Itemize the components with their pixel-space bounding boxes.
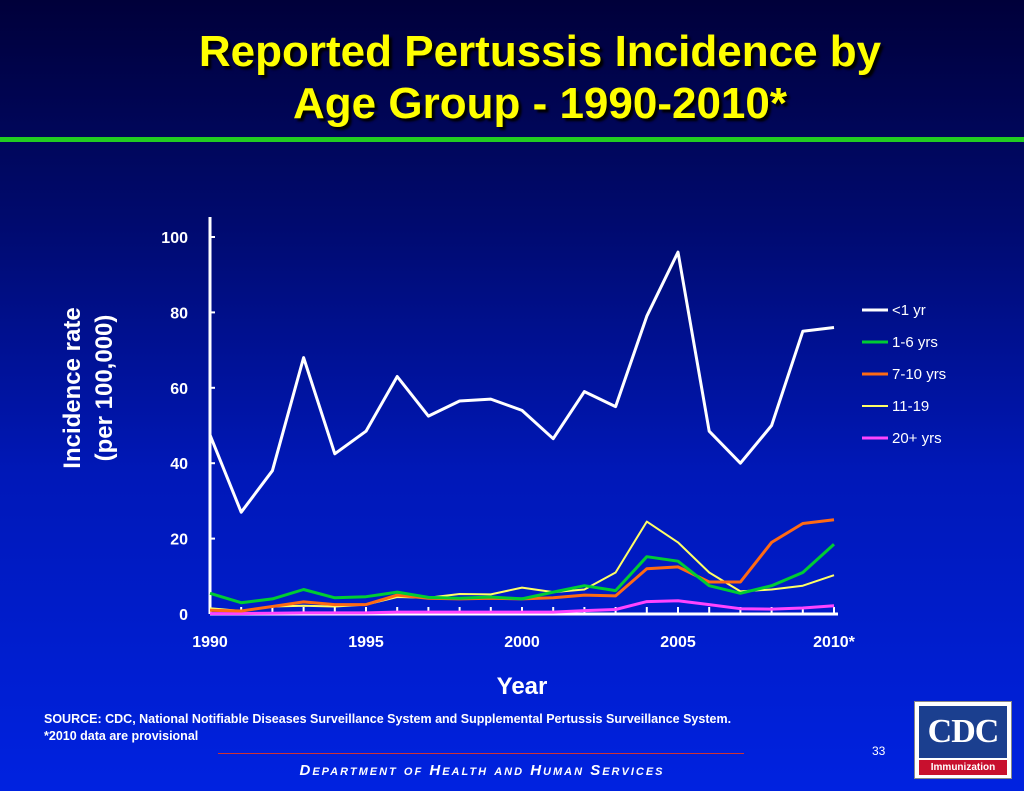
x-tick-label: 1990 [192,634,228,651]
x-axis-title: Year [497,673,548,700]
cdc-logo: CDC Immunization [914,701,1012,779]
series-line-7-10-yrs [209,518,835,613]
source-line: SOURCE: CDC, National Notifiable Disease… [44,712,732,726]
legend-label: 1-6 yrs [892,334,938,351]
legend-label: 7-10 yrs [892,366,946,383]
footer-divider [218,753,744,754]
cdc-logo-text: CDC [919,706,1007,758]
y-tick-label: 20 [170,532,188,549]
y-tick-label: 80 [170,305,188,322]
cdc-logo-subtext: Immunization [919,760,1007,775]
source-note: SOURCE: CDC, National Notifiable Disease… [44,711,731,745]
y-tick-label: 60 [170,381,188,398]
x-tick-label: 1995 [348,634,384,651]
department-footer: Department of Health and Human Services [299,762,665,779]
series-line-1-yr [208,250,835,514]
y-axis-title-line1: Incidence rate [59,307,86,468]
series-line-11-19 [209,520,835,612]
x-tick-label: 2005 [660,634,696,651]
series-line-20-yrs [210,599,835,616]
provisional-note: *2010 data are provisional [44,729,199,743]
legend-label: <1 yr [892,302,926,319]
x-tick-label: 2000 [504,634,540,651]
x-tick-label: 2010* [813,634,856,651]
legend-label: 11-19 [892,398,929,415]
slide-title-line1: Reported Pertussis Incidence by [198,27,882,76]
title-divider [0,137,1024,142]
slide-title-line2: Age Group - 1990-2010* [293,79,787,128]
series-line-1-6-yrs [209,543,836,605]
legend-label: 20+ yrs [892,430,942,447]
y-axis-title-line2: (per 100,000) [91,315,118,462]
y-tick-label: 40 [170,456,188,473]
slide-title: Reported Pertussis Incidence by Age Grou… [0,26,1024,130]
y-tick-label: 100 [161,230,188,247]
page-number: 33 [872,744,886,758]
y-tick-label: 0 [179,607,188,624]
